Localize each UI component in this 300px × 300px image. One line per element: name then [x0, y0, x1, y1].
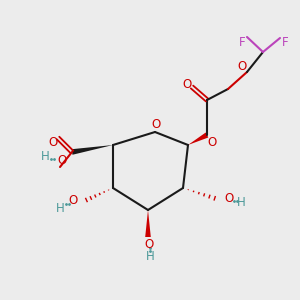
Text: F: F	[282, 37, 288, 50]
Text: O: O	[68, 194, 78, 206]
Text: O: O	[48, 136, 58, 148]
Text: O: O	[57, 154, 67, 166]
Polygon shape	[145, 210, 151, 237]
Polygon shape	[71, 145, 113, 155]
Text: O: O	[237, 59, 247, 73]
Text: O: O	[144, 238, 154, 250]
Text: O: O	[182, 77, 192, 91]
Text: F: F	[239, 35, 245, 49]
Text: O: O	[207, 136, 217, 148]
Text: H: H	[146, 250, 154, 262]
Text: H: H	[237, 196, 245, 209]
Polygon shape	[188, 133, 208, 145]
Text: H: H	[40, 151, 50, 164]
Text: O: O	[224, 191, 234, 205]
Text: O: O	[152, 118, 160, 131]
Text: H: H	[56, 202, 64, 215]
